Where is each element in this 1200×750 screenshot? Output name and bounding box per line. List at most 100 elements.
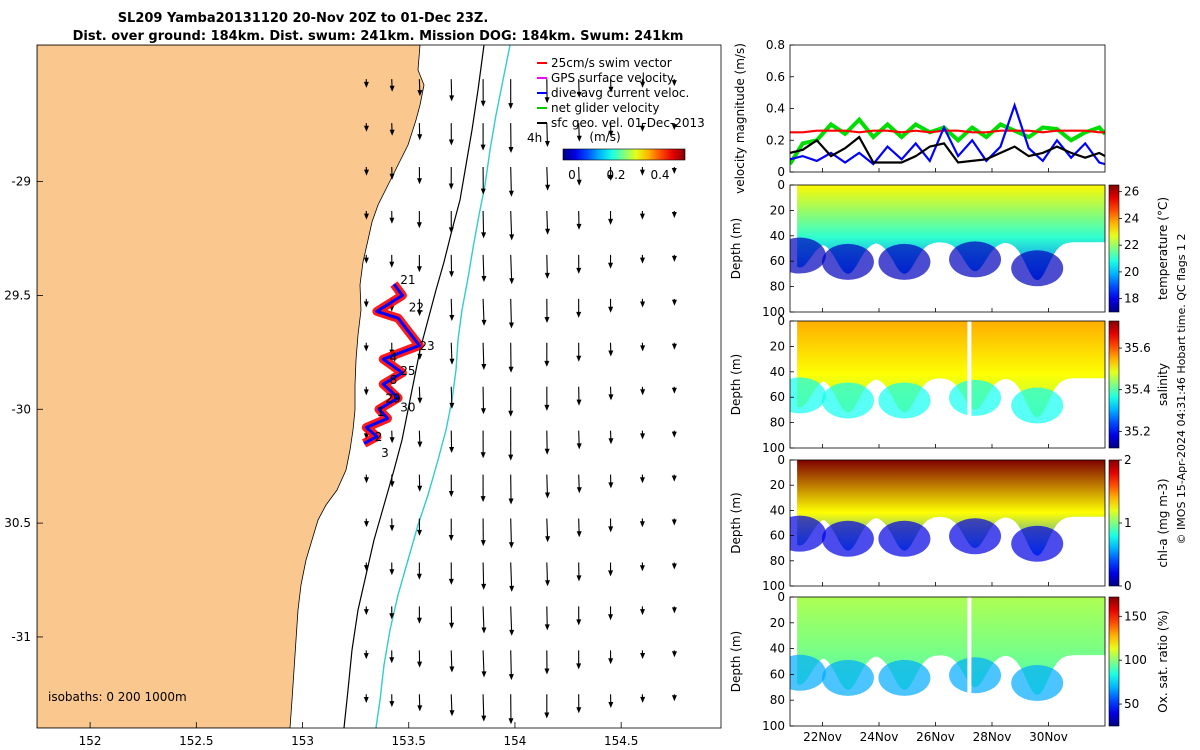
velocity-arrowhead xyxy=(389,437,395,444)
velocity-series-line xyxy=(790,101,1105,166)
day-label: 3 xyxy=(381,446,389,460)
velocity-arrowhead xyxy=(671,563,677,570)
deep-water-tongue xyxy=(821,659,874,696)
ytick-label: 60 xyxy=(770,390,785,404)
legend-entry: dive-avg current veloc. xyxy=(551,86,689,100)
velocity-arrowhead xyxy=(508,147,514,154)
velocity-arrowhead xyxy=(389,481,395,488)
velocity-arrowhead xyxy=(389,85,395,92)
deep-water-tongue xyxy=(949,241,1002,278)
ytick-label: 40 xyxy=(770,503,785,517)
panel-frame xyxy=(789,459,1106,587)
velocity-arrowhead xyxy=(608,658,614,665)
map-xtick-label: 154.5 xyxy=(604,734,638,748)
data-gap xyxy=(967,597,972,726)
velocity-arrowhead xyxy=(640,345,646,352)
velocity-arrowhead xyxy=(639,213,645,220)
velocity-arrowhead xyxy=(671,168,677,175)
velocity-arrowhead xyxy=(608,394,614,401)
velocity-arrowhead xyxy=(608,570,614,577)
colorbar-tick-label: 24 xyxy=(1124,211,1139,225)
velocity-arrowhead xyxy=(481,583,487,590)
velocity-arrowhead xyxy=(608,130,614,137)
ytick-label: 100 xyxy=(762,305,785,319)
map-xtick-label: 152 xyxy=(79,734,102,748)
colorbar-tick-label: 35.2 xyxy=(1124,424,1151,438)
velocity-arrowhead xyxy=(449,314,455,321)
deep-water-tongue xyxy=(949,518,1002,555)
velocity-arrowhead xyxy=(640,696,646,703)
velocity-arrowhead xyxy=(508,366,514,373)
velocity-arrowhead xyxy=(576,531,582,538)
velocity-arrowhead xyxy=(639,257,645,264)
colorbar-label: salinity xyxy=(1156,363,1170,406)
map-xtick-label: 152.5 xyxy=(179,734,213,748)
velocity-arrowhead xyxy=(508,718,514,725)
velocity-arrowhead xyxy=(363,565,369,572)
velocity-arrowhead xyxy=(671,80,677,87)
velocity-arrowhead xyxy=(480,100,486,107)
velocity-arrow xyxy=(510,650,512,679)
velocity-arrowhead xyxy=(671,299,677,306)
isobaths-label: isobaths: 0 200 1000m xyxy=(48,690,187,704)
ytick-label: 40 xyxy=(770,229,785,243)
ytick-label: 100 xyxy=(762,719,785,733)
velocity-arrowhead xyxy=(608,262,614,269)
speed-colorbar: 0 0.2 0.4 xyxy=(562,148,686,182)
map-ytick-label: -30 xyxy=(11,402,31,416)
velocity-arrowhead xyxy=(389,701,395,708)
velocity-arrowhead xyxy=(363,301,369,308)
velocity-arrowhead xyxy=(364,169,370,176)
ytick-label: 0 xyxy=(777,178,785,192)
panel-frame xyxy=(789,44,1106,173)
velocity-arrowhead xyxy=(448,183,454,190)
velocity-arrowhead xyxy=(544,448,550,455)
day-label: 25 xyxy=(400,364,415,378)
velocity-arrowhead xyxy=(508,322,514,329)
velocity-arrowhead xyxy=(509,585,515,592)
panel-frame xyxy=(789,320,1106,449)
velocity-arrowhead xyxy=(576,135,582,142)
velocity-arrowhead xyxy=(639,125,645,132)
velocity-arrowhead xyxy=(389,613,395,620)
ytick-label: 20 xyxy=(770,616,785,630)
velocity-arrowhead xyxy=(363,81,369,88)
depth-ylabel: Depth (m) xyxy=(729,354,743,415)
velocity-arrowhead xyxy=(671,607,677,614)
velocity-arrowhead xyxy=(639,477,645,484)
velocity-arrowhead xyxy=(448,534,454,541)
velocity-arrowhead xyxy=(576,399,582,406)
colorbar-tick-label: 100 xyxy=(1124,653,1147,667)
velocity-arrowhead xyxy=(363,433,369,440)
velocity-arrow xyxy=(510,254,513,283)
ytick-label: 40 xyxy=(770,365,785,379)
velocity-arrowhead xyxy=(544,404,550,411)
velocity-arrowhead xyxy=(608,526,614,533)
ytick-label: 60 xyxy=(770,254,785,268)
deep-water-tongue xyxy=(821,243,874,280)
velocity-arrowhead xyxy=(417,353,423,360)
panel-frame xyxy=(789,596,1106,727)
velocity-arrowhead xyxy=(608,86,614,93)
velocity-arrowhead xyxy=(480,144,486,151)
velocity-arrowhead xyxy=(363,609,369,616)
velocity-arrowhead xyxy=(544,140,550,147)
colorbar-gradient xyxy=(1108,459,1120,587)
velocity-arrowhead xyxy=(508,498,514,505)
title-line-1: SL209 Yamba20131120 20-Nov 20Z to 01-Dec… xyxy=(118,11,489,26)
panel-4: 0 20 40 60 80 100 Depth (m) 0 1 2 chl-a (mg m-3) xyxy=(729,453,1170,593)
velocity-arrow xyxy=(510,606,513,634)
footer-note: © IMOS 15-Apr-2024 04:31:46 Hobart time.… xyxy=(1175,234,1188,545)
ytick-label: 0 xyxy=(777,314,785,328)
velocity-arrowhead xyxy=(481,319,487,326)
velocity-arrowhead xyxy=(544,272,550,279)
colorbar-tick-label: 0.4 xyxy=(650,168,669,182)
time-xtick-label: 24Nov xyxy=(860,730,899,744)
ytick-label: 100 xyxy=(762,579,785,593)
velocity-arrowhead xyxy=(480,540,486,547)
ytick-label: 0 xyxy=(777,453,785,467)
velocity-arrowhead xyxy=(448,578,454,585)
